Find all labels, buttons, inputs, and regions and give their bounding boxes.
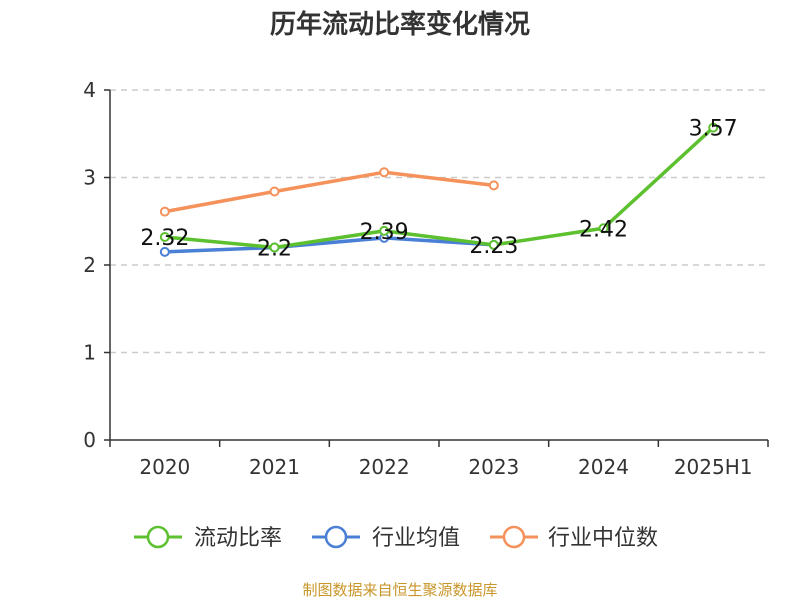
source-note: 制图数据来自恒生聚源数据库 (302, 581, 497, 599)
data-point (708, 122, 719, 133)
data-point (269, 186, 280, 197)
data-point (269, 242, 280, 253)
data-label: 2.39 (360, 220, 409, 245)
y-tick-label: 1 (83, 341, 96, 365)
y-tick-label: 2 (83, 253, 96, 277)
legend-label: 流动比率 (194, 526, 282, 551)
data-point (379, 167, 390, 178)
x-tick-label: 2025H1 (674, 455, 753, 479)
data-point (488, 180, 499, 191)
series-line (164, 236, 494, 254)
x-tick-label: 2020 (139, 455, 190, 479)
grid (110, 89, 768, 354)
y-tick-label: 0 (83, 428, 96, 452)
legend-item[interactable]: 行业均值 (312, 525, 460, 551)
data-point (598, 223, 609, 234)
legend-item[interactable]: 行业中位数 (490, 525, 658, 551)
legend-marker (502, 525, 526, 549)
series-line (164, 126, 715, 250)
data-point (379, 225, 390, 236)
legend-label: 行业中位数 (548, 526, 658, 551)
y-tick-label: 4 (83, 78, 96, 102)
legend[interactable]: 流动比率 行业均值 行业中位数 (134, 525, 658, 551)
x-tick-label: 2021 (249, 455, 300, 479)
data-label: 2.23 (469, 234, 518, 259)
data-point (488, 239, 499, 250)
x-tick-label: 2024 (578, 455, 629, 479)
chart-title: 历年流动比率变化情况 (270, 9, 530, 40)
data-label: 2.32 (140, 226, 189, 251)
data-point (159, 232, 170, 242)
x-tick-label: 2022 (359, 455, 410, 479)
legend-marker (146, 525, 170, 549)
data-label: 3.57 (689, 117, 738, 142)
data-point (159, 246, 170, 257)
series-layer (159, 122, 719, 257)
axes: 0 1 2 3 4 2020 2021 2022 2023 2024 2025H1 (83, 78, 769, 479)
data-point (159, 206, 170, 217)
data-label: 2.2 (257, 237, 292, 262)
x-tick-label: 2023 (468, 455, 519, 479)
series-line (164, 170, 495, 214)
y-tick-label: 3 (83, 166, 96, 190)
legend-marker (324, 525, 348, 549)
data-label: 2.42 (579, 217, 628, 242)
legend-label: 行业均值 (372, 526, 460, 551)
data-labels: 2.32 2.2 2.39 2.23 2.42 3.57 (140, 117, 737, 262)
legend-item[interactable]: 流动比率 (134, 525, 282, 551)
